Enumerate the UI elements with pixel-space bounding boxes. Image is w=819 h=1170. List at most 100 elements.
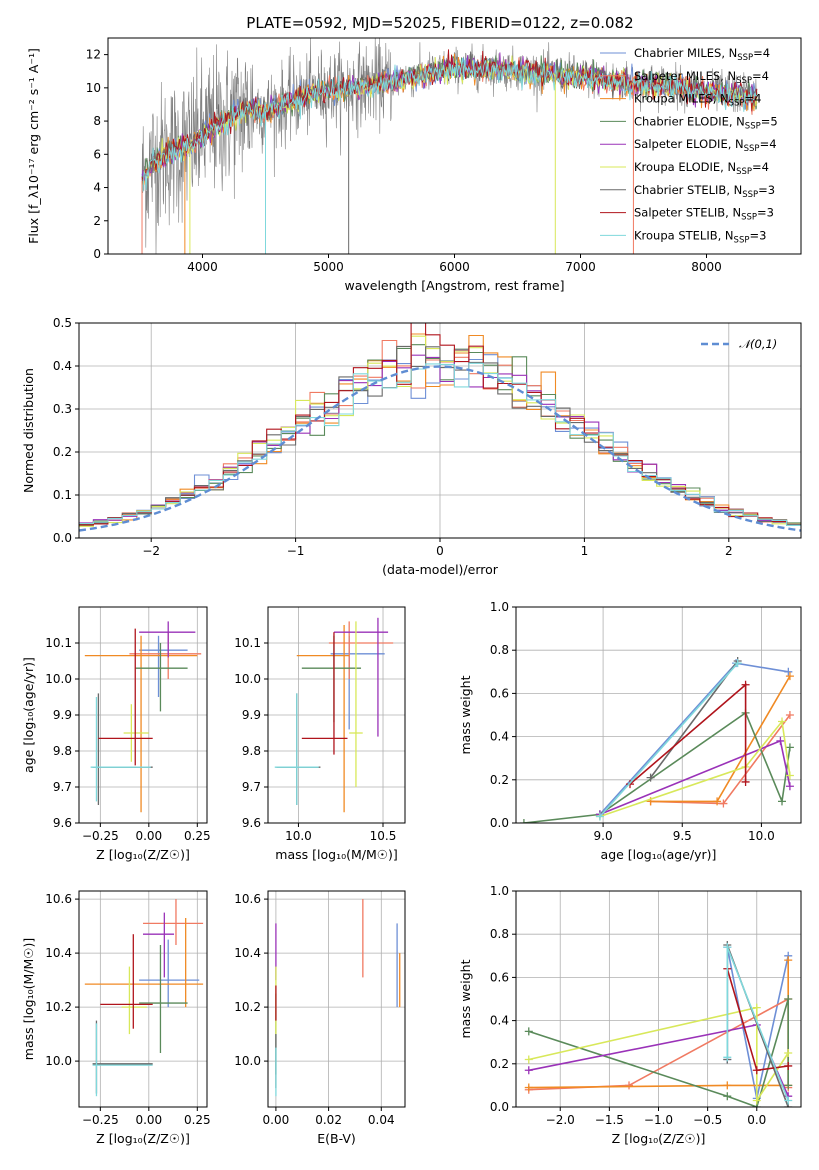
legend-spectrum: Chabrier MILES, NSSP=4 Salpeter MILES, NS… [600, 46, 778, 245]
weight-marker [778, 717, 786, 726]
plot-area-mass_weight_vs_age [519, 657, 794, 823]
data-point-series-4 [143, 912, 175, 978]
data-point-series-3 [135, 643, 188, 712]
data-point-series-8 [92, 1023, 153, 1097]
weight-marker [752, 1066, 761, 1075]
y-tick-label: 0.2 [490, 773, 509, 787]
weight-marker [524, 1083, 533, 1092]
y-tick-label: 9.6 [242, 816, 261, 830]
y-tick-label: 0.8 [490, 643, 509, 657]
weight-marker [719, 799, 728, 808]
panel-mass_weight_vs_Z: −2.0 −1.5 −1.0 −0.5 0.0 0.0 0.2 0.4 0.6 0.8 1.0 Z [… [458, 884, 802, 1146]
panel-age_vs_Z: −0.25 0.00 0.25 9.6 9.7 9.8 9.9 10.0 10.1 Z [log₁… [21, 606, 211, 862]
x-tick-label: 0.00 [135, 1113, 162, 1127]
weight-marker [733, 659, 742, 668]
x-tick-label: 10.0 [748, 829, 775, 843]
data-point-series-5 [349, 621, 363, 787]
y-tick-label: 9.7 [242, 780, 261, 794]
ticks-age_vs_mass: 10.0 10.5 9.6 9.7 9.8 9.9 10.0 10.1 [234, 636, 396, 843]
data-point-series-0 [139, 939, 200, 1008]
weight-marker [646, 773, 655, 782]
weight-marker [784, 956, 793, 965]
weight-marker [723, 1092, 732, 1101]
ticks-mass_vs_Z: −0.25 0.00 0.25 10.0 10.2 10.4 10.6 [45, 892, 210, 1127]
x-tick-label: 5000 [313, 260, 344, 274]
y-tick-label: 0 [93, 247, 101, 261]
y-tick-label: 10 [86, 81, 101, 95]
weight-marker [784, 1081, 793, 1090]
x-tick-label: 9.5 [673, 829, 692, 843]
plot-area-age_vs_mass [274, 617, 394, 813]
weight-line [599, 719, 791, 818]
plot-area-mass_weight_vs_Z [524, 941, 793, 1107]
y-axis-label: Flux [f_λ10⁻¹⁷ erg cm⁻² s⁻¹ A⁻¹] [26, 48, 41, 244]
data-point-series-5 [121, 966, 147, 1035]
weight-marker [713, 797, 722, 806]
x-axis-label: Z [log₁₀(Z/Z☉)] [96, 1131, 190, 1146]
data-point-series-7 [98, 628, 153, 766]
y-tick-label: 0.4 [490, 1014, 509, 1028]
y-tick-label: 1.0 [490, 600, 509, 614]
weight-marker [784, 667, 793, 676]
y-axis-label: Normed distribution [21, 368, 36, 493]
legend-label: Chabrier ELODIE, NSSP=5 [634, 114, 778, 131]
data-point-series-6 [92, 693, 153, 805]
y-tick-label: 9.9 [242, 708, 261, 722]
y-tick-label: 0.5 [53, 316, 72, 330]
x-tick-label: 0.02 [315, 1113, 342, 1127]
legend-label: Kroupa MILES, NSSP=4 [634, 92, 761, 109]
data-point-series-1 [328, 621, 394, 679]
x-tick-label: −1.0 [644, 1113, 673, 1127]
weight-marker [625, 1081, 634, 1090]
x-axis-label: (data-model)/error [382, 562, 499, 577]
x-tick-label: 0.04 [368, 1113, 395, 1127]
y-tick-label: 0.8 [490, 927, 509, 941]
data-point-series-7 [301, 632, 348, 755]
x-tick-label: −0.25 [82, 1113, 119, 1127]
x-tick-label: −1.5 [595, 1113, 624, 1127]
y-axis-label: mass weight [458, 959, 473, 1038]
model-spectrum-8 [141, 58, 757, 192]
legend-label: Salpeter ELODIE, NSSP=4 [634, 137, 777, 154]
x-tick-label: 10.0 [285, 829, 312, 843]
weight-marker [785, 711, 794, 719]
weight-marker [524, 1027, 533, 1036]
weight-marker [723, 1081, 732, 1090]
x-tick-label: 0.25 [184, 829, 211, 843]
weight-series-7 [626, 680, 750, 789]
weight-marker [723, 1053, 732, 1062]
y-tick-label: 10.0 [234, 672, 261, 686]
plot-area-age_vs_Z [84, 621, 202, 813]
x-tick-label: 0 [436, 544, 444, 558]
ticks-residuals: −2 −1 0 1 2 0.0 0.1 0.2 0.3 0.4 0.5 [53, 316, 733, 558]
data-point-series-8 [90, 697, 151, 802]
legend-label: Chabrier STELIB, NSSP=3 [634, 183, 775, 200]
histogram-series-0 [79, 354, 801, 525]
y-tick-label: 8 [93, 114, 101, 128]
y-tick-label: 0.3 [53, 402, 72, 416]
weight-marker [785, 782, 794, 791]
y-tick-label: 10.2 [45, 1000, 72, 1014]
ticks-mass_weight_vs_Z: −2.0 −1.5 −1.0 −0.5 0.0 0.0 0.2 0.4 0.6 0.8 1.0 [490, 884, 766, 1127]
weight-marker [784, 995, 793, 1003]
y-tick-label: 10.4 [45, 946, 72, 960]
weight-marker [741, 777, 750, 786]
plot-area-mass_vs_EBV [275, 899, 401, 1097]
data-point-series-2 [84, 918, 204, 1008]
x-tick-label: 10.5 [370, 829, 397, 843]
x-tick-label: −2 [142, 544, 160, 558]
weight-marker [785, 743, 794, 752]
legend-label: Salpeter MILES, NSSP=4 [634, 69, 769, 86]
x-axis-label: Z [log₁₀(Z/Z☉)] [612, 1131, 706, 1146]
y-tick-label: 10.0 [45, 672, 72, 686]
y-tick-label: 10.0 [234, 1054, 261, 1068]
y-tick-label: 12 [86, 48, 101, 62]
weight-marker [524, 1066, 533, 1075]
y-axis-label: mass [log₁₀(M/M☉)] [21, 938, 36, 1060]
legend-label: Chabrier MILES, NSSP=4 [634, 46, 770, 63]
data-point-series-2 [296, 625, 350, 813]
x-tick-label: 0.25 [184, 1113, 211, 1127]
legend-label: 𝒩(0,1) [739, 337, 777, 351]
weight-line [528, 1006, 789, 1104]
